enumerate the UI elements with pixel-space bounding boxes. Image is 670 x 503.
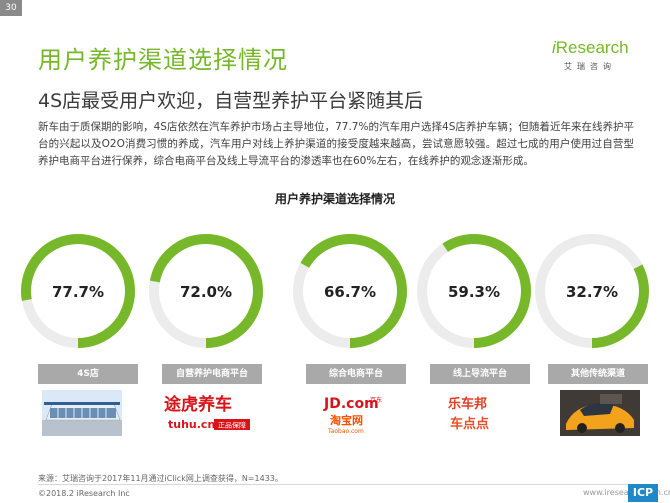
source-footnote: 来源：艾瑞咨询于2017年11月通过iClick网上调查获得，N=1433。 [38, 474, 283, 483]
tuhu-logo: 途虎养车 tuhu.cn 正品保障 [162, 390, 258, 436]
donut-arc [21, 234, 135, 348]
iresearch-logo: iResearch 艾瑞咨询 [552, 38, 634, 80]
lechebang-text: 乐车邦 [448, 396, 487, 412]
page-number: 30 [0, 0, 22, 16]
jd-taobao-logos: JD.com 京东 淘宝网 Taobao.com [316, 390, 396, 436]
logo-i: i [552, 38, 556, 57]
donut-value-label: 72.0% [180, 283, 232, 301]
channel-tag: 4S店 [38, 364, 138, 384]
lechebang-graphic: 乐车邦 车点点 [448, 396, 489, 432]
tuhu-logo-graphic: 途虎养车 tuhu.cn 正品保障 [164, 394, 250, 431]
donut-value-label: 59.3% [448, 283, 500, 301]
donut-arc [535, 234, 649, 348]
taobao-logo-text: 淘宝网 [330, 413, 363, 427]
traditional-channel-photo [560, 390, 640, 436]
building-icon [42, 390, 122, 436]
jd-cn-text: 京东 [370, 396, 382, 404]
donut-value-label: 66.7% [324, 283, 376, 301]
donut-arc [417, 234, 531, 348]
donut-arc [149, 234, 263, 348]
channel-tag: 线上导流平台 [430, 364, 530, 384]
watermark: www.iresearch.com.cn [583, 488, 670, 497]
logo-brand: Research [555, 38, 629, 57]
logo-text: iResearch [552, 38, 629, 58]
page-subtitle: 4S店最受用户欢迎，自营型养护平台紧随其后 [38, 90, 424, 112]
copyright: ©2018.2 iResearch Inc [38, 489, 130, 498]
donut-chart: 77.7% 72.0% 66.7% 59.3% 32.7% [21, 234, 649, 348]
channel-tag: 其他传统渠道 [548, 364, 648, 384]
donut-value-label: 32.7% [566, 283, 618, 301]
jd-logo-text: JD.com [323, 396, 379, 412]
chart-title: 用户养护渠道选择情况 [274, 192, 395, 206]
4s-store-photo [42, 390, 122, 436]
chediandian-text: 车点点 [450, 416, 489, 432]
tuhu-main-text: 途虎养车 [164, 394, 232, 415]
car-icon [560, 390, 640, 436]
logo-chinese: 艾瑞咨询 [564, 62, 616, 71]
taobao-domain-text: Taobao.com [327, 428, 364, 435]
donut-arc [293, 234, 407, 348]
jd-taobao-graphic: JD.com 京东 淘宝网 Taobao.com [323, 396, 382, 435]
lechebang-chediandian-logos: 乐车邦 车点点 [442, 390, 522, 436]
tuhu-badge-text: 正品保障 [218, 421, 246, 430]
intro-paragraph: 新车由于质保期的影响，4S店依然在汽车养护市场占主导地位，77.7%的汽车用户选… [38, 121, 634, 167]
tuhu-domain-text: tuhu.cn [168, 418, 215, 431]
donut-value-label: 77.7% [52, 283, 104, 301]
channel-tag: 自营养护电商平台 [162, 364, 262, 384]
corner-badge: ICP [628, 484, 658, 502]
footer-divider [38, 484, 634, 485]
channel-tag: 综合电商平台 [306, 364, 406, 384]
page-title: 用户养护渠道选择情况 [38, 46, 288, 74]
